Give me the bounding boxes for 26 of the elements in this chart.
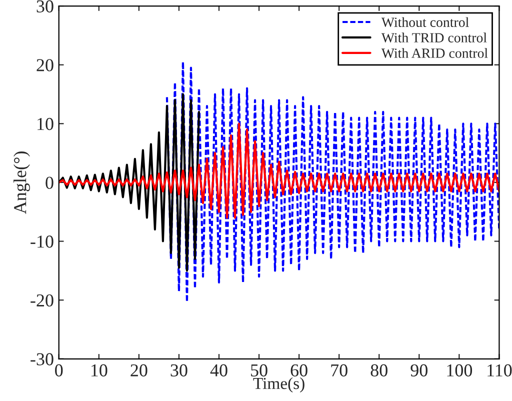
legend-label: With ARID control (381, 48, 488, 58)
x-axis-title: Time(s) (253, 377, 304, 392)
x-tick-label: 60 (290, 364, 308, 376)
y-tick-label: 20 (36, 59, 54, 72)
y-tick-label: 10 (38, 118, 54, 130)
x-tick-label: 20 (130, 364, 148, 376)
x-tick-label: 70 (331, 364, 348, 376)
x-tick-label: 0 (55, 364, 63, 376)
x-tick-label: 100 (447, 364, 472, 376)
x-tick-label: 80 (370, 364, 388, 376)
x-tick-label: 90 (410, 364, 428, 376)
x-tick-label: 30 (170, 364, 188, 376)
y-tick-label: 0 (46, 176, 54, 189)
y-axis-title: Angle(°) (14, 152, 30, 214)
x-tick-label: 110 (488, 364, 512, 376)
line-series (166, 60, 500, 303)
y-tick-label: -10 (30, 236, 54, 248)
y-tick-label: 30 (36, 0, 54, 12)
line-series (58, 122, 500, 219)
x-tick-label: 40 (210, 364, 228, 376)
y-tick-label: -20 (30, 294, 54, 307)
x-tick-label: 50 (251, 364, 268, 376)
legend-label: With TRID control (381, 32, 487, 43)
y-tick-label: -30 (30, 353, 54, 366)
x-tick-label: 10 (91, 364, 108, 376)
legend-label: Without control (381, 17, 469, 28)
